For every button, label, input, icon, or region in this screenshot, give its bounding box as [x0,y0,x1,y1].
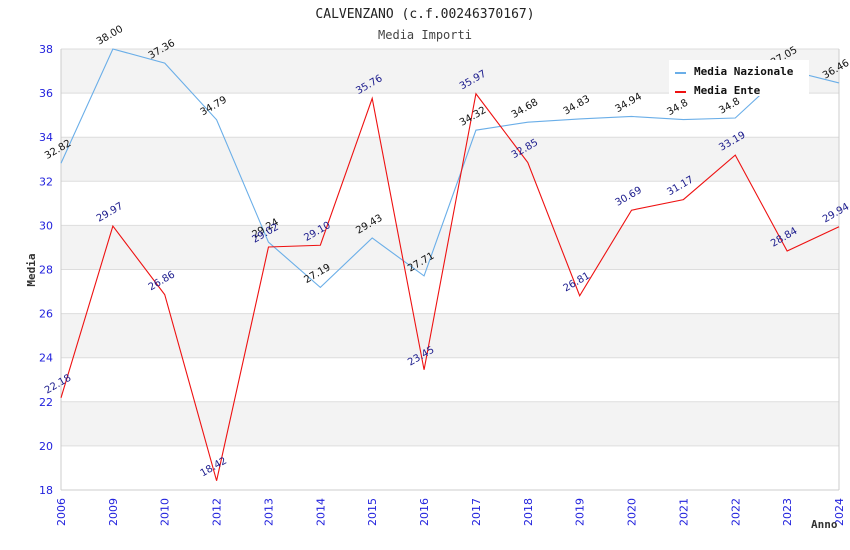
legend-label-ente: Media Ente [694,84,761,97]
x-tick-label: 2024 [833,498,846,526]
y-tick-label: 24 [39,352,53,365]
legend-item-nazionale: Media Nazionale [675,65,794,78]
y-axis-title: Media [25,253,38,286]
plot-band [61,269,839,314]
x-tick-label: 2018 [522,498,535,526]
legend-item-ente: Media Ente [675,84,761,97]
y-tick-label: 34 [39,131,53,144]
y-tick-label: 18 [39,484,53,497]
legend-swatch-nazionale [675,72,686,74]
legend-swatch-ente [675,91,686,93]
y-tick-label: 20 [39,440,53,453]
series-line-ente [60,92,840,481]
y-tick-label: 22 [39,396,53,409]
x-tick-label: 2012 [211,498,224,526]
plot-background-bands [61,49,839,490]
chart-title: CALVENZANO (c.f.00246370167) [315,7,534,22]
x-tick-label: 2013 [262,498,275,526]
plot-band [61,93,839,138]
x-tick-label: 2010 [159,498,172,526]
x-tick-label: 2022 [729,498,742,526]
series-line-nazionale [60,48,840,289]
y-tick-label: 32 [39,175,53,188]
x-tick-label: 2006 [55,498,68,526]
x-axis-title: Anno [811,518,838,531]
plot-band [61,401,839,446]
y-tick-label: 26 [39,308,53,321]
plot-band [61,137,839,182]
x-tick-label: 2014 [314,498,327,526]
chart-subtitle: Media Importi [378,28,472,42]
y-tick-label: 36 [39,87,53,100]
x-tick-label: 2017 [470,498,483,526]
x-tick-label: 2016 [418,498,431,526]
y-tick-label: 30 [39,219,53,232]
legend: Media Nazionale Media Ente [669,60,809,97]
y-tick-label: 28 [39,264,53,277]
x-tick-label: 2023 [781,498,794,526]
y-tick-label: 38 [39,43,53,56]
x-tick-label: 2020 [626,498,639,526]
x-tick-label: 2009 [107,498,120,526]
legend-label-nazionale: Media Nazionale [694,65,794,78]
x-tick-label: 2015 [366,498,379,526]
plot-band [61,445,839,490]
legend-box [669,60,809,96]
plot-band [61,357,839,402]
plot-band [61,313,839,358]
data-label-nazionale: 38.00 [95,24,125,48]
x-tick-labels: 2006 2009 2010 2012 2013 2014 2015 2016 2017 2018… [55,498,846,526]
x-tick-label: 2021 [677,498,690,526]
x-tick-label: 2019 [574,498,587,526]
series-lines [60,48,840,481]
y-tick-labels: 18 20 22 24 26 28 30 32 34 36 38 [39,43,53,497]
